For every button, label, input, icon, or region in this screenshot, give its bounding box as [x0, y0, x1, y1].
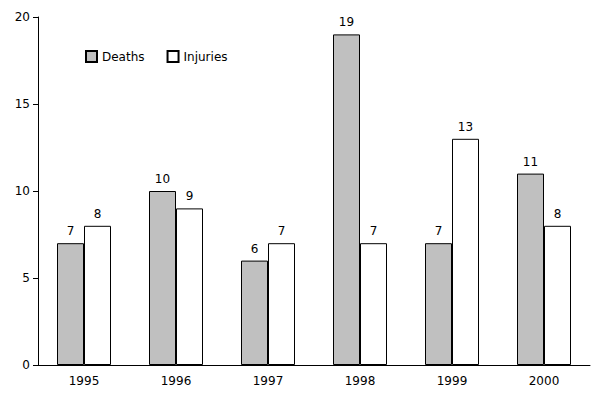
svg-text:13: 13: [458, 120, 473, 134]
svg-text:7: 7: [370, 224, 378, 238]
svg-text:9: 9: [186, 189, 194, 203]
svg-text:11: 11: [523, 155, 538, 169]
svg-text:1995: 1995: [69, 374, 100, 388]
svg-text:15: 15: [15, 97, 30, 111]
svg-text:7: 7: [67, 224, 75, 238]
svg-text:7: 7: [278, 224, 286, 238]
svg-text:7: 7: [435, 224, 443, 238]
svg-text:Deaths: Deaths: [102, 50, 145, 64]
svg-text:8: 8: [554, 207, 562, 221]
svg-text:1997: 1997: [253, 374, 284, 388]
svg-text:5: 5: [22, 271, 30, 285]
svg-text:8: 8: [94, 207, 102, 221]
svg-text:1998: 1998: [345, 374, 376, 388]
svg-text:19: 19: [339, 15, 354, 29]
svg-text:6: 6: [251, 242, 259, 256]
svg-text:10: 10: [155, 172, 170, 186]
svg-text:20: 20: [15, 10, 30, 24]
svg-text:0: 0: [22, 358, 30, 372]
svg-text:1999: 1999: [437, 374, 468, 388]
svg-text:1996: 1996: [161, 374, 192, 388]
svg-text:2000: 2000: [529, 374, 560, 388]
svg-text:Injuries: Injuries: [184, 50, 228, 64]
svg-text:10: 10: [15, 184, 30, 198]
